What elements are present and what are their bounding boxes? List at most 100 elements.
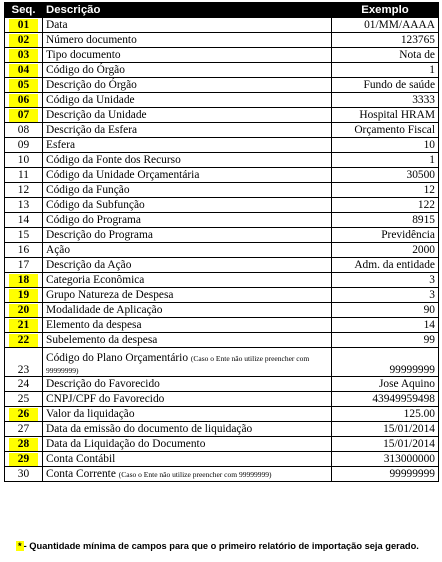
row-description: Elemento da despesa (42, 317, 332, 333)
header-description: Descrição (42, 2, 332, 18)
seq-number: 15 (17, 229, 30, 241)
row-description: Código do Programa (42, 212, 332, 228)
row-seq: 10 (4, 152, 43, 168)
row-seq: 25 (4, 391, 43, 407)
row-example: Orçamento Fiscal (331, 122, 439, 138)
row-example: 123765 (331, 32, 439, 48)
description-text: Categoria Econômica (46, 274, 145, 286)
description-text: Número documento (46, 34, 137, 46)
row-seq: 05 (4, 77, 43, 93)
seq-number: 13 (17, 199, 30, 211)
seq-number: 27 (17, 423, 30, 435)
description-text: Descrição da Ação (46, 259, 132, 271)
footnote-text: - Quantidade mínima de campos para que o… (23, 541, 419, 551)
row-seq: 03 (4, 47, 43, 63)
description-text: Modalidade de Aplicação (46, 304, 163, 316)
table-row: 22 Subelemento da despesa 99 (4, 332, 439, 348)
seq-number-highlighted: 26 (8, 408, 39, 421)
description-text: Código da Unidade Orçamentária (46, 169, 200, 181)
row-seq: 21 (4, 317, 43, 333)
table-row: 29 Conta Contábil 313000000 (4, 451, 439, 467)
description-text: Código da Fonte dos Recurso (46, 154, 181, 166)
row-description: Subelemento da despesa (42, 332, 332, 348)
row-description: Grupo Natureza de Despesa (42, 287, 332, 303)
row-example: 125.00 (331, 406, 439, 422)
seq-number-highlighted: 04 (8, 64, 39, 77)
seq-number-highlighted: 03 (8, 49, 39, 62)
row-example: 1 (331, 62, 439, 78)
table-row: 16 Ação 2000 (4, 242, 439, 258)
table-row: 06 Código da Unidade 3333 (4, 92, 439, 108)
seq-number-highlighted: 01 (8, 19, 39, 32)
row-description: Código da Função (42, 182, 332, 198)
seq-number: 16 (17, 244, 30, 256)
row-example: Previdência (331, 227, 439, 243)
row-example: 43949959498 (331, 391, 439, 407)
row-example: 15/01/2014 (331, 421, 439, 437)
description-text: Data da emissão do documento de liquidaç… (46, 423, 253, 435)
row-description: Número documento (42, 32, 332, 48)
row-example: 30500 (331, 167, 439, 183)
description-text: Data (46, 19, 68, 31)
seq-number-highlighted: 18 (8, 274, 39, 287)
footnote-star: * (16, 541, 24, 551)
row-description: Conta Corrente (Caso o Ente não utilize … (42, 466, 332, 482)
footnote: * - Quantidade mínima de campos para que … (16, 541, 419, 551)
table-row: 08 Descrição da Esfera Orçamento Fiscal (4, 122, 439, 138)
description-text: Descrição do Programa (46, 229, 153, 241)
table-row: 28 Data da Liquidação do Documento 15/01/2… (4, 436, 439, 452)
seq-number-highlighted: 02 (8, 34, 39, 47)
row-description: Data da Liquidação do Documento (42, 436, 332, 452)
table-row: 20 Modalidade de Aplicação 90 (4, 302, 439, 318)
seq-number: 08 (17, 124, 30, 136)
description-text: Data da Liquidação do Documento (46, 438, 206, 450)
row-example: 10 (331, 137, 439, 153)
row-seq: 23 (4, 347, 43, 377)
row-example: 3333 (331, 92, 439, 108)
row-example: 1 (331, 152, 439, 168)
table-row: 14 Código do Programa 8915 (4, 212, 439, 228)
row-description: Descrição da Unidade (42, 107, 332, 123)
description-text: Código da Subfunção (46, 199, 145, 211)
description-text: Ação (46, 244, 71, 256)
row-example: 99999999 (331, 347, 439, 377)
table-row: 13 Código da Subfunção 122 (4, 197, 439, 213)
row-description: Categoria Econômica (42, 272, 332, 288)
row-example: 3 (331, 272, 439, 288)
seq-number-highlighted: 28 (8, 438, 39, 451)
row-seq: 08 (4, 122, 43, 138)
table-row: 02 Número documento 123765 (4, 32, 439, 48)
row-description: Descrição do Programa (42, 227, 332, 243)
row-description: Código da Unidade Orçamentária (42, 167, 332, 183)
row-description: Código do Plano Orçamentário (Caso o Ent… (42, 347, 332, 377)
row-seq: 15 (4, 227, 43, 243)
field-table: Seq. Descrição Exemplo 01 Data 01/MM/AAAA 0… (4, 2, 439, 482)
table-row: 23 Código do Plano Orçamentário (Caso o E… (4, 347, 439, 377)
seq-number: 14 (17, 214, 30, 226)
row-seq: 09 (4, 137, 43, 153)
row-example: 2000 (331, 242, 439, 258)
row-description: Conta Contábil (42, 451, 332, 467)
seq-number: 23 (17, 364, 30, 376)
description-text: Conta Contábil (46, 453, 116, 465)
description-text: Grupo Natureza de Despesa (46, 289, 174, 301)
description-text: Conta Corrente (46, 468, 116, 480)
seq-number: 24 (17, 378, 30, 390)
row-example: 90 (331, 302, 439, 318)
table-row: 25 CNPJ/CPF do Favorecido 43949959498 (4, 391, 439, 407)
table-row: 07 Descrição da Unidade Hospital HRAM (4, 107, 439, 123)
row-description: Código da Subfunção (42, 197, 332, 213)
seq-number: 11 (18, 169, 29, 181)
row-seq: 18 (4, 272, 43, 288)
row-example: 122 (331, 197, 439, 213)
row-example: 3 (331, 287, 439, 303)
header-seq: Seq. (4, 2, 43, 18)
row-example: 99 (331, 332, 439, 348)
row-seq: 28 (4, 436, 43, 452)
table-row: 01 Data 01/MM/AAAA (4, 17, 439, 33)
seq-number: 09 (17, 139, 30, 151)
row-example: 01/MM/AAAA (331, 17, 439, 33)
row-example: 15/01/2014 (331, 436, 439, 452)
description-text: Código da Unidade (46, 94, 135, 106)
